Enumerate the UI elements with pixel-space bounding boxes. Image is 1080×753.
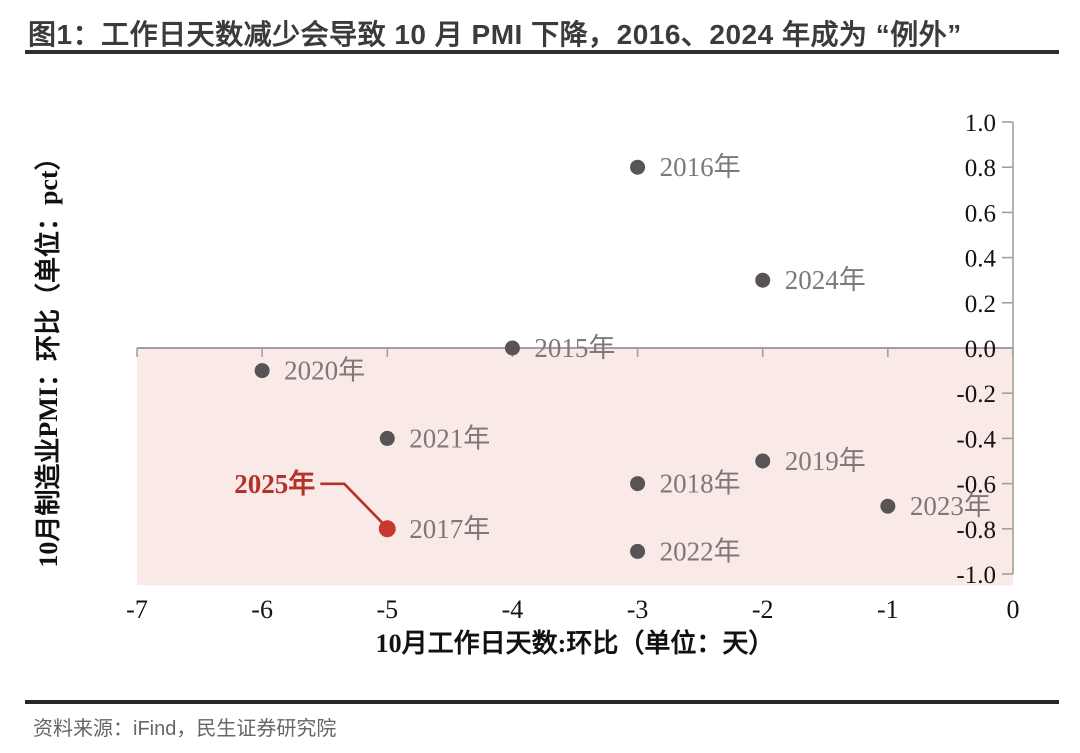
point-label: 2015年 bbox=[534, 333, 615, 363]
source-note: 资料来源：iFind，民生证券研究院 bbox=[33, 718, 337, 740]
scatter-point bbox=[880, 498, 896, 514]
scatter-chart: 1.0 0.8 0.6 0.4 0.2 0.0 -0.2 -0.4 -0.6 -0.8 -1.0 -7… bbox=[33, 110, 1020, 658]
annotation-label: 2025年 bbox=[234, 468, 315, 499]
y-tick-label: 1.0 bbox=[965, 110, 996, 137]
x-tick-label: -3 bbox=[627, 595, 649, 624]
footer-divider bbox=[25, 700, 1059, 704]
point-label: 2024年 bbox=[785, 265, 866, 295]
y-tick-label: 0.6 bbox=[965, 200, 996, 227]
point-label: 2016年 bbox=[660, 152, 741, 182]
x-tick-label: -1 bbox=[877, 595, 899, 624]
point-label: 2021年 bbox=[409, 423, 490, 453]
x-tick-label: 0 bbox=[1007, 595, 1020, 624]
y-tick-label: -0.4 bbox=[956, 426, 996, 453]
point-label: 2019年 bbox=[785, 446, 866, 476]
point-label: 2023年 bbox=[910, 491, 991, 521]
scatter-point bbox=[378, 520, 396, 538]
y-tick-label: 0.8 bbox=[965, 155, 996, 182]
point-label: 2018年 bbox=[660, 469, 741, 499]
y-tick-label: -0.6 bbox=[956, 472, 996, 499]
scatter-point bbox=[379, 430, 395, 446]
scatter-point bbox=[755, 272, 771, 288]
figure-title: 图1：工作日天数减少会导致 10 月 PMI 下降，2016、2024 年成为 … bbox=[28, 19, 962, 50]
negative-region bbox=[137, 348, 1013, 586]
x-axis-title: 10月工作日天数:环比（单位：天） bbox=[376, 628, 775, 658]
title-underline bbox=[25, 50, 1059, 54]
scatter-point bbox=[254, 363, 270, 379]
x-tick-label: -5 bbox=[376, 595, 398, 624]
y-tick-label: -1.0 bbox=[956, 562, 996, 589]
x-tick-label: -4 bbox=[502, 595, 524, 624]
scatter-point bbox=[504, 340, 520, 356]
scatter-point bbox=[755, 453, 771, 469]
y-tick-label: -0.8 bbox=[956, 517, 996, 544]
point-label: 2022年 bbox=[660, 536, 741, 566]
y-tick-label: 0.4 bbox=[965, 246, 997, 273]
point-label: 2017年 bbox=[409, 514, 490, 544]
x-tick-label: -7 bbox=[126, 595, 148, 624]
x-tick-label: -2 bbox=[752, 595, 774, 624]
x-tick-label: -6 bbox=[251, 595, 273, 624]
scatter-point bbox=[630, 476, 646, 492]
y-tick-label: -0.2 bbox=[956, 381, 996, 408]
y-tick-label: 0.2 bbox=[965, 291, 996, 318]
annotation-connector bbox=[320, 482, 384, 524]
scatter-point bbox=[630, 159, 646, 175]
y-tick-label: 0.0 bbox=[965, 336, 996, 363]
scatter-point bbox=[630, 543, 646, 559]
y-axis-title: 10月制造业PMI：环比（单位：pct） bbox=[33, 144, 63, 567]
point-label: 2020年 bbox=[284, 356, 365, 386]
